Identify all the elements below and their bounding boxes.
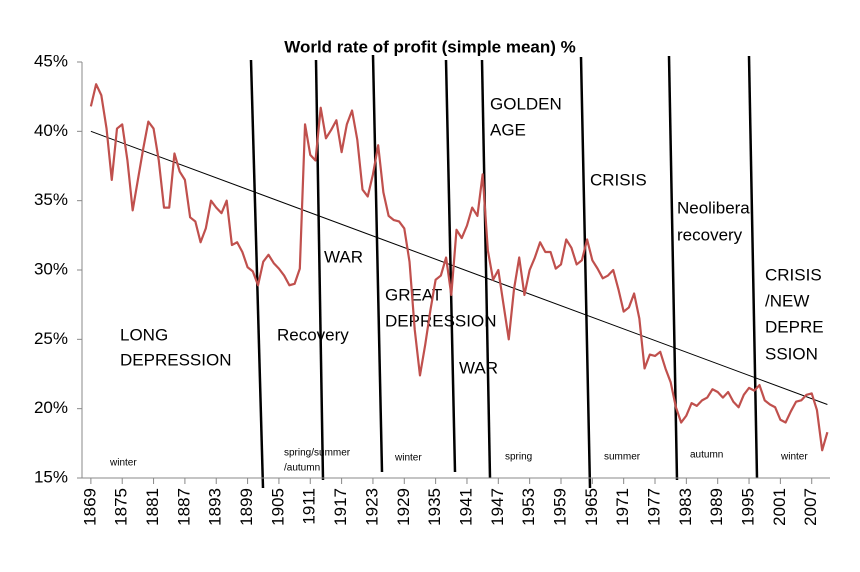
divider	[480, 59, 492, 479]
x-tick-label: 1989	[707, 488, 726, 526]
annotation: CRISIS	[765, 265, 822, 284]
x-tick-label: 1869	[80, 488, 99, 526]
y-tick-label: 30%	[34, 259, 68, 278]
chart-title: World rate of profit (simple mean) %	[284, 37, 576, 56]
x-tick-label: 2007	[801, 488, 820, 526]
annotation: /NEW	[765, 291, 809, 310]
season-label: spring/summer	[284, 448, 351, 459]
divider	[747, 55, 759, 479]
season-label: winter	[394, 453, 422, 464]
x-tick-label: 1971	[613, 488, 632, 526]
season-label: summer	[604, 452, 641, 463]
x-tick-label: 1965	[582, 488, 601, 526]
season-label: spring	[505, 452, 532, 463]
x-tick-label: 1893	[206, 488, 225, 526]
x-tick-label: 1959	[550, 488, 569, 526]
divider	[579, 56, 592, 489]
y-tick-label: 45%	[34, 51, 68, 70]
trend-line	[90, 130, 828, 405]
annotation: Neoliberal	[677, 198, 754, 217]
x-tick-label: 1887	[174, 488, 193, 526]
annotation: WAR	[324, 247, 363, 266]
x-tick-label: 1947	[488, 488, 507, 526]
x-tick-label: 1929	[394, 488, 413, 526]
x-tick-label: 1923	[362, 488, 381, 526]
y-tick-label: 35%	[34, 190, 68, 209]
x-tick-label: 1941	[456, 488, 475, 526]
annotation: CRISIS	[590, 170, 647, 189]
y-tick-label: 25%	[34, 329, 68, 348]
annotation: DEPRE	[765, 317, 824, 336]
divider	[667, 55, 679, 481]
annotation: DEPRESSION	[120, 350, 231, 369]
annotation: AGE	[490, 120, 526, 139]
divider	[314, 59, 325, 481]
x-tick-label: 1899	[237, 488, 256, 526]
annotation: DEPRESSION	[385, 311, 496, 330]
x-tick-label: 1911	[300, 488, 319, 525]
annotation: Recovery	[277, 325, 349, 344]
season-label: autumn	[690, 450, 723, 461]
season-label: winter	[109, 458, 137, 469]
annotation: GOLDEN	[490, 94, 562, 113]
x-tick-label: 1983	[676, 488, 695, 526]
season-labels: winter spring/summer /autumn winter spri…	[109, 448, 808, 474]
x-tick-label: 1953	[519, 488, 538, 526]
data-line	[89, 83, 829, 452]
annotation: WAR	[459, 358, 498, 377]
x-tick-label: 1905	[268, 488, 287, 526]
annotations: LONG DEPRESSION Recovery WAR GREAT DEPRE…	[120, 94, 824, 377]
x-tick-label: 1995	[739, 488, 758, 526]
divider	[371, 54, 384, 473]
divider	[249, 59, 265, 489]
x-tick-label: 1917	[331, 488, 350, 526]
x-tick-label: 2001	[770, 488, 789, 526]
x-tick-label: 1977	[644, 488, 663, 526]
y-tick-label: 40%	[34, 121, 68, 140]
period-dividers	[249, 54, 759, 489]
annotation: GREAT	[385, 285, 442, 304]
y-tick-label: 15%	[34, 467, 68, 486]
x-tick-label: 1935	[425, 488, 444, 526]
annotation: SSION	[765, 344, 818, 363]
annotation: LONG	[120, 325, 168, 344]
x-tick-label: 1881	[143, 488, 162, 526]
annotation: recovery	[677, 225, 743, 244]
y-tick-label: 20%	[34, 398, 68, 417]
divider	[444, 59, 457, 473]
season-label: /autumn	[284, 463, 320, 474]
season-label: winter	[780, 452, 808, 463]
x-tick-label: 1875	[112, 488, 131, 526]
